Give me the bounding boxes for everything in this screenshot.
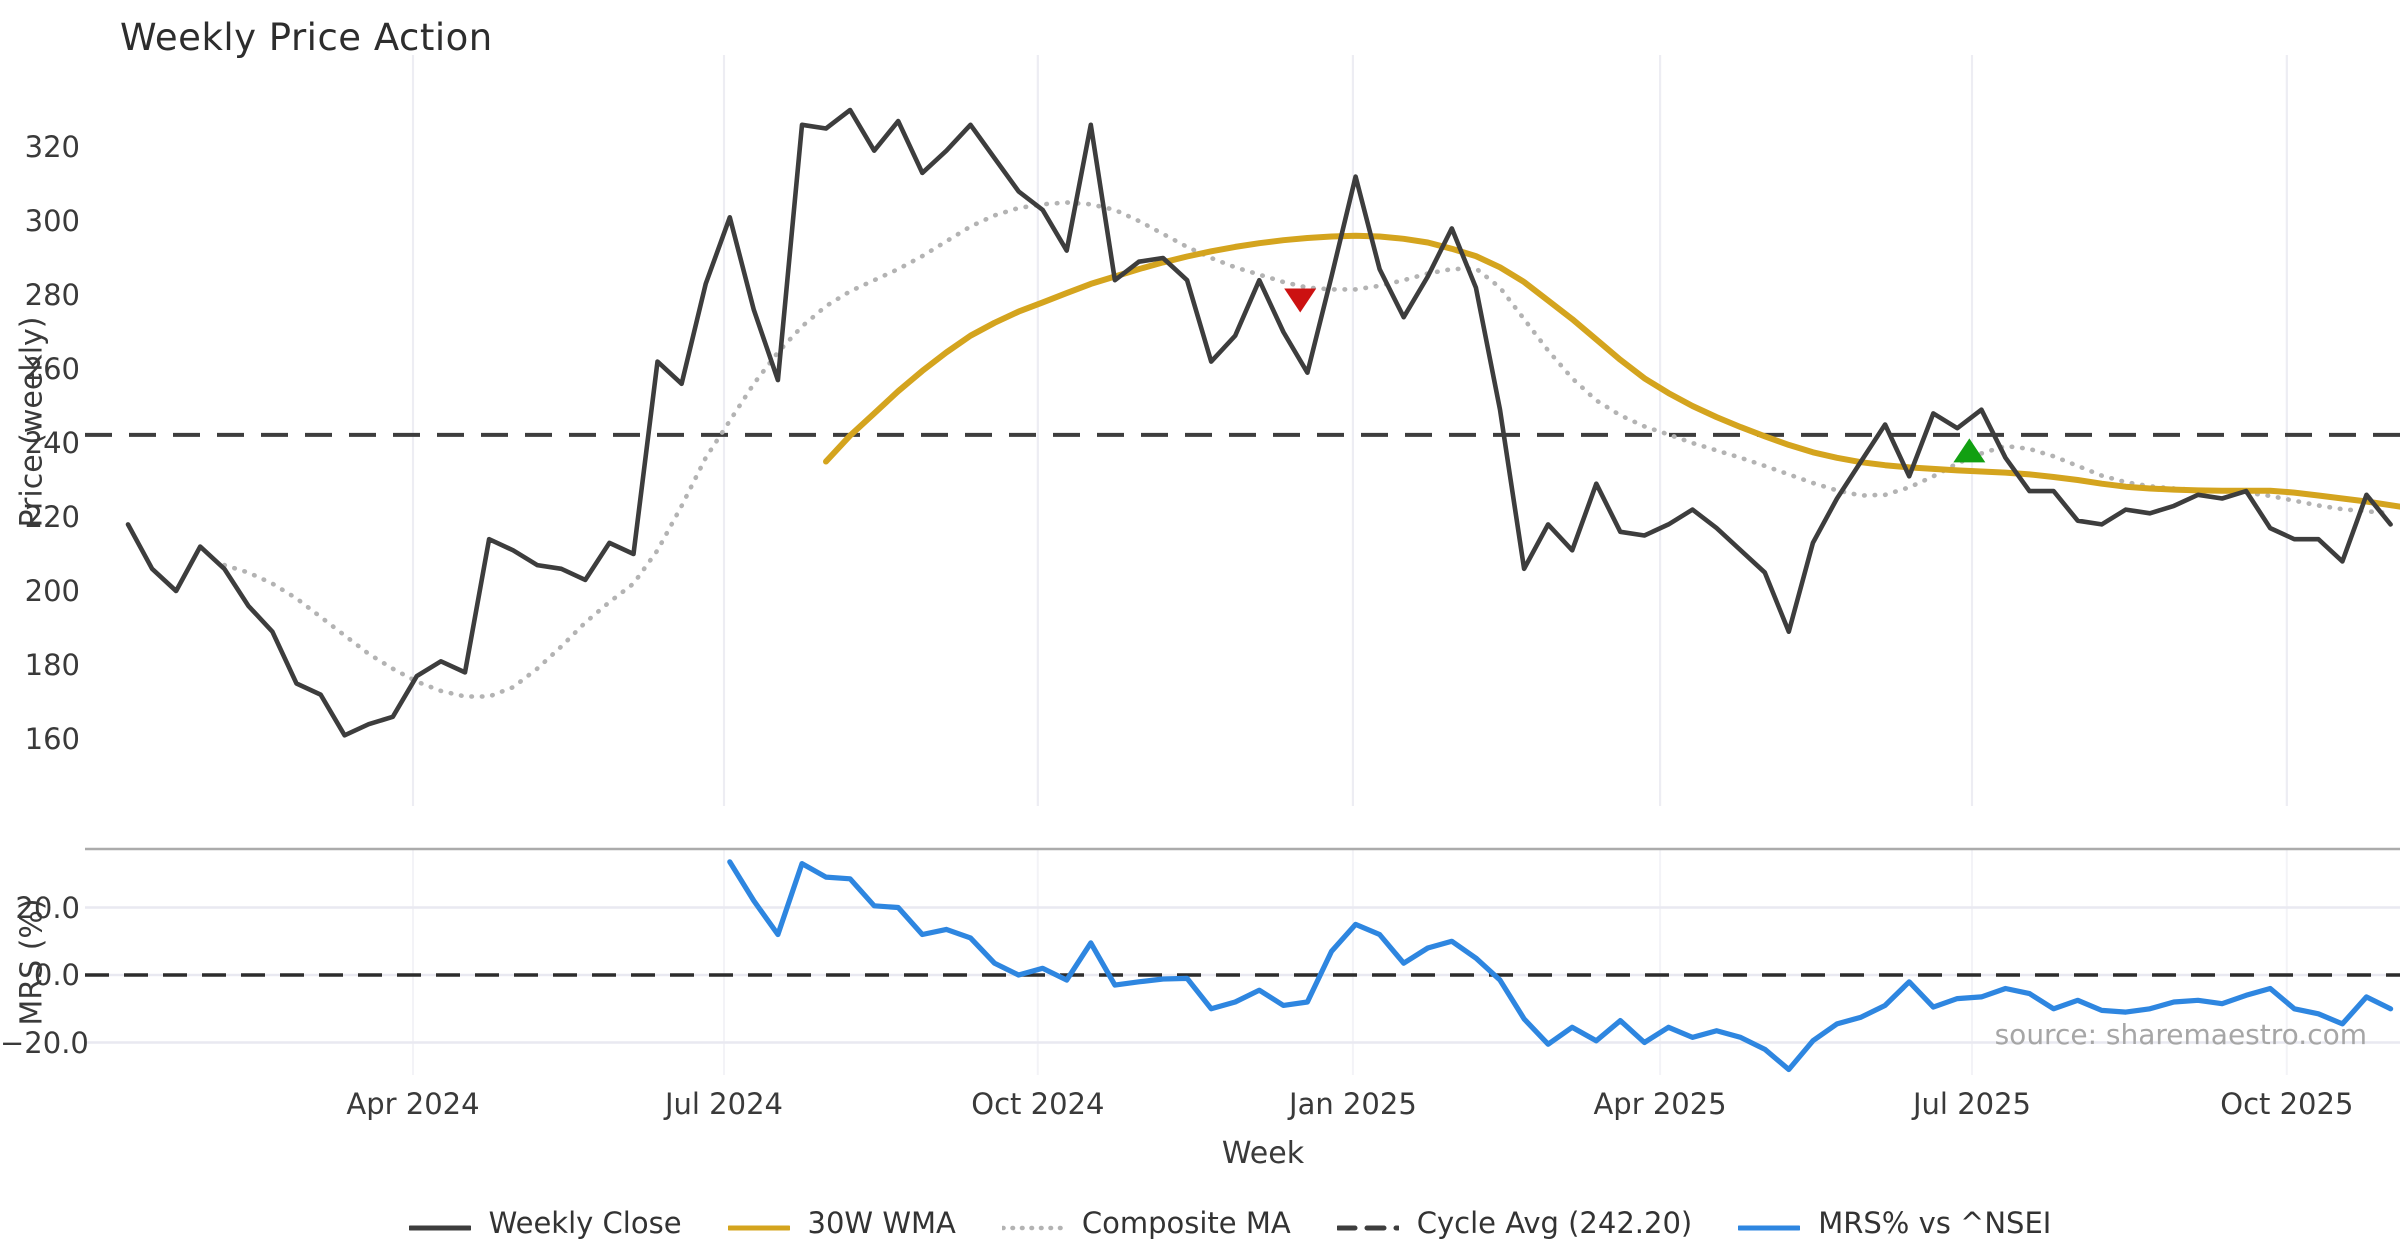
composite-ma-swatch-icon <box>1000 1218 1066 1231</box>
x-tick-label: Oct 2025 <box>2220 1087 2354 1121</box>
mrs-line <box>727 859 2394 1073</box>
mrs-tick-label: 0.0 <box>33 958 80 992</box>
chart-legend: Weekly Close 30W WMA Composite MA Cycle … <box>0 1206 2400 1240</box>
legend-item-cycle-avg: Cycle Avg (242.20) <box>1335 1206 1693 1240</box>
legend-label: 30W WMA <box>807 1206 956 1240</box>
cycle-avg-swatch-icon <box>1335 1218 1401 1231</box>
x-tick-label: Oct 2024 <box>971 1087 1105 1121</box>
weekly-close-swatch-icon <box>407 1218 473 1231</box>
price-tick-label: 280 <box>24 278 80 312</box>
x-axis-label: Week <box>1221 1136 1305 1171</box>
buy-signal-marker-icon <box>1953 438 1986 463</box>
legend-label: Weekly Close <box>488 1206 682 1240</box>
mrs-tick-label: 20.0 <box>15 890 80 925</box>
sell-signal-marker-icon <box>1284 288 1317 313</box>
price-tick-label: 300 <box>24 204 80 238</box>
x-tick-label: Jul 2025 <box>1912 1087 2032 1121</box>
price-tick-label: 260 <box>24 352 80 386</box>
price-tick-label: 180 <box>24 648 80 682</box>
price-tick-label: 160 <box>24 722 80 756</box>
legend-label: Composite MA <box>1081 1206 1291 1240</box>
legend-item-mrs: MRS% vs ^NSEI <box>1736 1206 2052 1240</box>
wma-swatch-icon <box>726 1218 792 1231</box>
mrs-tick-label: −20.0 <box>0 1025 89 1060</box>
x-tick-label: Apr 2025 <box>1593 1087 1727 1121</box>
legend-item-30w-wma: 30W WMA <box>726 1206 956 1240</box>
price-axis-label: Price (weekly) <box>14 316 50 528</box>
mrs-swatch-icon <box>1736 1218 1802 1231</box>
source-note: source: sharemaestro.com <box>1994 1018 2367 1051</box>
legend-label: MRS% vs ^NSEI <box>1818 1206 2052 1240</box>
legend-item-weekly-close: Weekly Close <box>407 1206 682 1240</box>
legend-label: Cycle Avg (242.20) <box>1416 1206 1693 1240</box>
composite-ma-line <box>222 200 2393 699</box>
x-tick-label: Apr 2024 <box>346 1087 480 1121</box>
price-tick-label: 200 <box>24 574 80 608</box>
x-tick-label: Jan 2025 <box>1289 1087 1417 1121</box>
price-tick-label: 220 <box>24 500 80 534</box>
weekly-close-line <box>125 107 2393 738</box>
chart-title: Weekly Price Action <box>120 16 493 59</box>
x-tick-label: Jul 2024 <box>664 1087 783 1121</box>
wma-30w-line <box>823 232 2400 510</box>
legend-item-composite-ma: Composite MA <box>1000 1206 1291 1240</box>
price-tick-label: 240 <box>24 426 80 460</box>
price-tick-label: 320 <box>24 130 80 164</box>
